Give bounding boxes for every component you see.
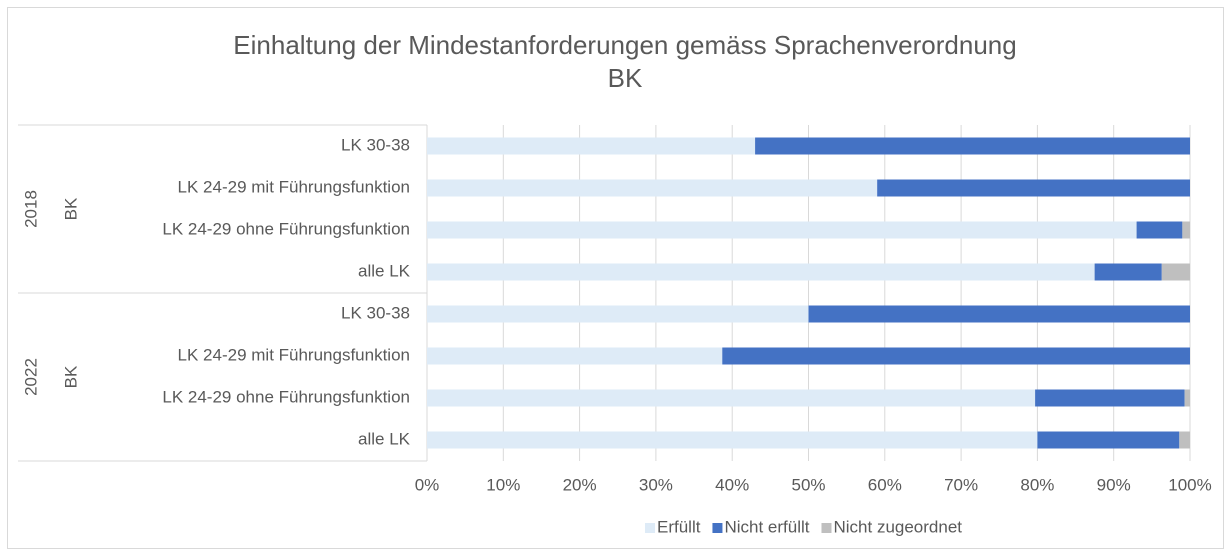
group-label: 2022	[21, 358, 40, 396]
legend-swatch	[821, 523, 832, 533]
bar-segment	[1179, 431, 1190, 449]
y-tick-label: alle LK	[358, 429, 411, 448]
x-tick-label: 70%	[944, 475, 978, 494]
legend-swatch	[712, 523, 723, 533]
bar-segment	[1094, 263, 1162, 281]
legend-swatch	[644, 523, 655, 533]
y-tick-label: LK 24-29 ohne Führungsfunktion	[162, 219, 410, 238]
legend-label: Erfüllt	[657, 517, 701, 536]
bar-segment	[1161, 263, 1190, 281]
x-tick-label: 80%	[1020, 475, 1054, 494]
bar-segment	[877, 179, 1190, 197]
y-tick-label: alle LK	[358, 261, 411, 280]
bar-segment	[427, 179, 878, 197]
x-tick-label: 0%	[415, 475, 440, 494]
y-tick-label: LK 24-29 ohne Führungsfunktion	[162, 387, 410, 406]
legend-label: Nicht erfüllt	[724, 517, 809, 536]
x-tick-label: 60%	[868, 475, 902, 494]
bar-segment	[722, 347, 1190, 365]
bar-segment	[1182, 221, 1190, 239]
group-label: 2018	[21, 190, 40, 228]
x-tick-label: 30%	[639, 475, 673, 494]
bar-segment	[427, 137, 756, 155]
bar-segment	[1037, 431, 1180, 449]
bar-segment	[427, 389, 1036, 407]
bar-segment	[1136, 221, 1183, 239]
bar-segment	[427, 221, 1137, 239]
chart-title: Einhaltung der Mindestanforderungen gemä…	[233, 30, 1016, 60]
x-tick-label: 100%	[1168, 475, 1211, 494]
bar-segment	[427, 305, 809, 323]
y-tick-label: LK 24-29 mit Führungsfunktion	[178, 345, 410, 364]
bar-segment	[808, 305, 1190, 323]
chart-title: BK	[608, 63, 643, 93]
y-tick-label: LK 24-29 mit Führungsfunktion	[178, 177, 410, 196]
bar-segment	[755, 137, 1190, 155]
x-tick-label: 90%	[1097, 475, 1131, 494]
bar-segment	[427, 263, 1095, 281]
y-tick-label: LK 30-38	[341, 135, 410, 154]
legend-label: Nicht zugeordnet	[833, 517, 962, 536]
y-tick-label: LK 30-38	[341, 303, 410, 322]
x-tick-label: 10%	[486, 475, 520, 494]
bar-segment	[427, 347, 723, 365]
bar-segment	[1035, 389, 1185, 407]
x-tick-label: 40%	[715, 475, 749, 494]
bar-segment	[1184, 389, 1190, 407]
group-sublabel: BK	[61, 197, 80, 220]
x-tick-label: 20%	[563, 475, 597, 494]
bar-segment	[427, 431, 1038, 449]
x-tick-label: 50%	[791, 475, 825, 494]
group-sublabel: BK	[61, 365, 80, 388]
